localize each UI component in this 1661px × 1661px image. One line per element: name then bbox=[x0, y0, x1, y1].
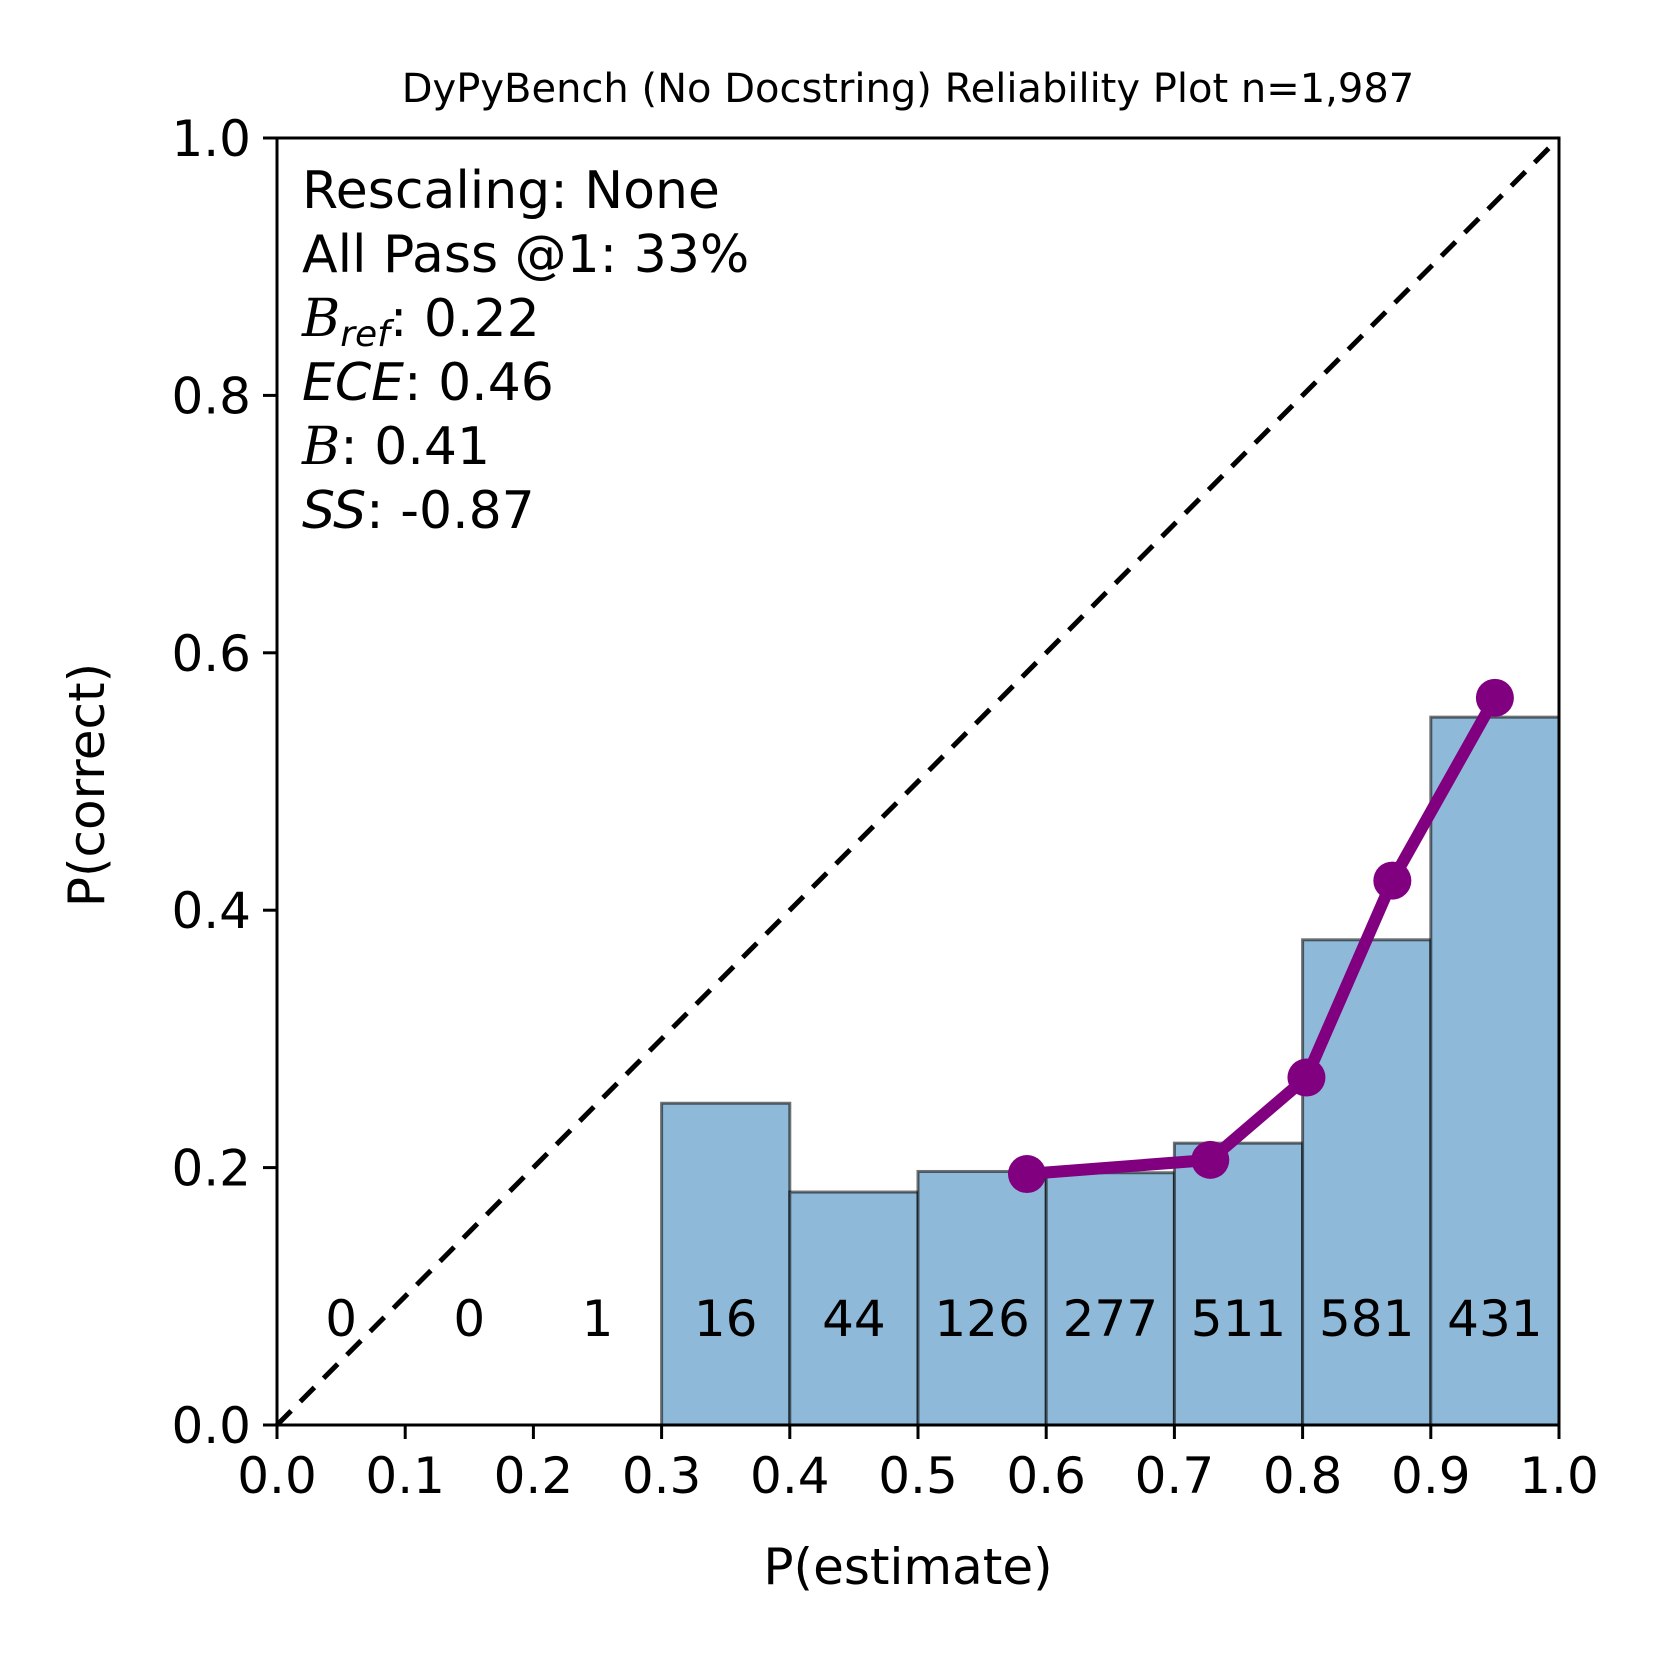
histogram-bar bbox=[1301, 938, 1433, 1427]
ece-symbol: ECE bbox=[302, 353, 404, 413]
y-tick-label: 0.6 bbox=[171, 625, 251, 683]
calibration-point bbox=[1007, 1155, 1046, 1194]
histogram-bar bbox=[788, 1190, 920, 1427]
histogram-bar bbox=[1172, 1141, 1305, 1427]
bref-symbol: B bbox=[301, 289, 340, 349]
all-pass-text: All Pass @1: 33% bbox=[302, 225, 749, 285]
bin-count-label: 16 bbox=[694, 1290, 758, 1348]
x-tick-label: 1.0 bbox=[1519, 1447, 1599, 1505]
bin-count-label: 44 bbox=[822, 1290, 886, 1348]
bref-subscript: ref bbox=[340, 314, 395, 355]
brier-symbol: B bbox=[301, 417, 340, 477]
bin-count-label: 277 bbox=[1063, 1290, 1158, 1348]
x-tick-label: 0.2 bbox=[494, 1447, 574, 1505]
x-tick-label: 0.6 bbox=[1006, 1447, 1086, 1505]
calibration-point bbox=[1191, 1140, 1230, 1179]
bin-count-label: 0 bbox=[325, 1290, 357, 1348]
y-tick-label: 0.4 bbox=[171, 882, 251, 940]
bref-text: Bref: 0.22 bbox=[301, 289, 540, 355]
y-tick-label: 0.0 bbox=[171, 1397, 251, 1455]
x-tick-label: 0.3 bbox=[622, 1447, 702, 1505]
calibration-points bbox=[1007, 678, 1514, 1194]
bin-count-labels: 0 0 1 16 44 126 277 511 581 431 bbox=[325, 1290, 1542, 1348]
perfect-calibration-line bbox=[275, 136, 1561, 1427]
y-axis-label: P(correct) bbox=[58, 663, 116, 907]
ece-text: ECE: 0.46 bbox=[302, 353, 554, 413]
calibration-point bbox=[1373, 861, 1412, 900]
x-tick-label: 0.1 bbox=[365, 1447, 445, 1505]
x-tick-label: 0.8 bbox=[1263, 1447, 1343, 1505]
brier-text: B: 0.41 bbox=[301, 417, 490, 477]
x-tick-label: 0.7 bbox=[1135, 1447, 1215, 1505]
calibration-point bbox=[1287, 1058, 1326, 1097]
stats-annotation: Rescaling: None All Pass @1: 33% Bref: 0… bbox=[301, 161, 749, 541]
x-axis-ticks: 0.0 0.1 0.2 0.3 0.4 0.5 0.6 0.7 0.8 0.9 1.0 bbox=[237, 1425, 1599, 1505]
x-tick-label: 0.5 bbox=[878, 1447, 958, 1505]
chart-title: DyPyBench (No Docstring) Reliability Plo… bbox=[402, 66, 1414, 112]
x-tick-label: 0.4 bbox=[750, 1447, 830, 1505]
y-tick-label: 1.0 bbox=[171, 110, 251, 168]
histogram-bar bbox=[660, 1101, 792, 1427]
x-axis-label: P(estimate) bbox=[763, 1538, 1052, 1596]
ece-value: : 0.46 bbox=[404, 353, 554, 413]
rescaling-text: Rescaling: None bbox=[302, 161, 720, 221]
histogram-bar bbox=[916, 1169, 1048, 1427]
y-tick-label: 0.2 bbox=[171, 1140, 251, 1198]
ss-symbol: SS bbox=[302, 481, 366, 541]
bin-count-label: 431 bbox=[1447, 1290, 1542, 1348]
calibration-point bbox=[1475, 678, 1514, 717]
x-tick-label: 0.9 bbox=[1391, 1447, 1471, 1505]
x-tick-label: 0.0 bbox=[237, 1447, 317, 1505]
y-tick-label: 0.8 bbox=[171, 367, 251, 425]
bin-count-label: 126 bbox=[934, 1290, 1029, 1348]
y-axis-ticks: 0.0 0.2 0.4 0.6 0.8 1.0 bbox=[171, 110, 277, 1455]
histogram-bars bbox=[660, 715, 1561, 1427]
skill-score-text: SS: -0.87 bbox=[302, 481, 535, 541]
bref-value: : 0.22 bbox=[390, 289, 540, 349]
bin-count-label: 511 bbox=[1191, 1290, 1286, 1348]
bin-count-label: 0 bbox=[453, 1290, 485, 1348]
bin-count-label: 581 bbox=[1319, 1290, 1414, 1348]
ss-value: : -0.87 bbox=[366, 481, 535, 541]
brier-value: : 0.41 bbox=[340, 417, 490, 477]
bin-count-label: 1 bbox=[582, 1290, 614, 1348]
